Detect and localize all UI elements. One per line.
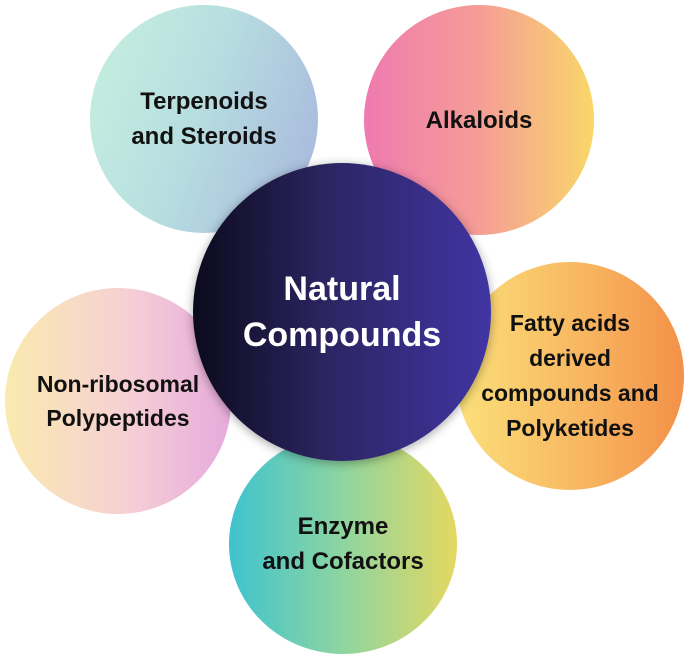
fatty-acids-label-line-1: Fatty acids <box>509 310 631 336</box>
non-ribosomal-polypeptides-label: Non-ribosomal Polypeptides <box>37 367 199 435</box>
fatty-acids-polyketides-label: Fatty acids derived compounds and Polyke… <box>481 306 659 446</box>
center-label-line-1: Natural <box>283 270 401 308</box>
enzyme-label-line-1: Enzyme <box>297 513 389 540</box>
enzyme-and-cofactors-node: Enzyme and Cofactors <box>229 434 457 654</box>
enzyme-and-cofactors-label: Enzyme and Cofactors <box>262 509 423 579</box>
alkaloids-label-line-1: Alkaloids <box>425 106 533 134</box>
center-label-line-2: Compounds <box>242 316 442 354</box>
terpenoids-and-steroids-node: Terpenoids and Steroids <box>90 5 318 233</box>
terpenoids-label-line-1: Terpenoids <box>140 88 268 115</box>
alkaloids-label: Alkaloids <box>426 103 533 138</box>
fatty-acids-label-line-4: Polyketides <box>506 415 634 441</box>
nrp-label-line-1: Non-ribosomal <box>36 371 200 397</box>
fatty-acids-label-line-2: derived <box>529 345 611 371</box>
fatty-acids-polyketides-node: Fatty acids derived compounds and Polyke… <box>456 262 684 490</box>
terpenoids-label-line-2: and Steroids <box>131 123 277 150</box>
nrp-label-line-2: Polypeptides <box>46 405 190 431</box>
terpenoids-and-steroids-label: Terpenoids and Steroids <box>131 84 276 154</box>
enzyme-label-line-2: and Cofactors <box>262 548 424 575</box>
natural-compounds-center-label: Natural Compounds <box>243 266 441 358</box>
fatty-acids-label-line-3: compounds and <box>481 380 659 406</box>
natural-compounds-center-node: Natural Compounds <box>193 163 491 461</box>
